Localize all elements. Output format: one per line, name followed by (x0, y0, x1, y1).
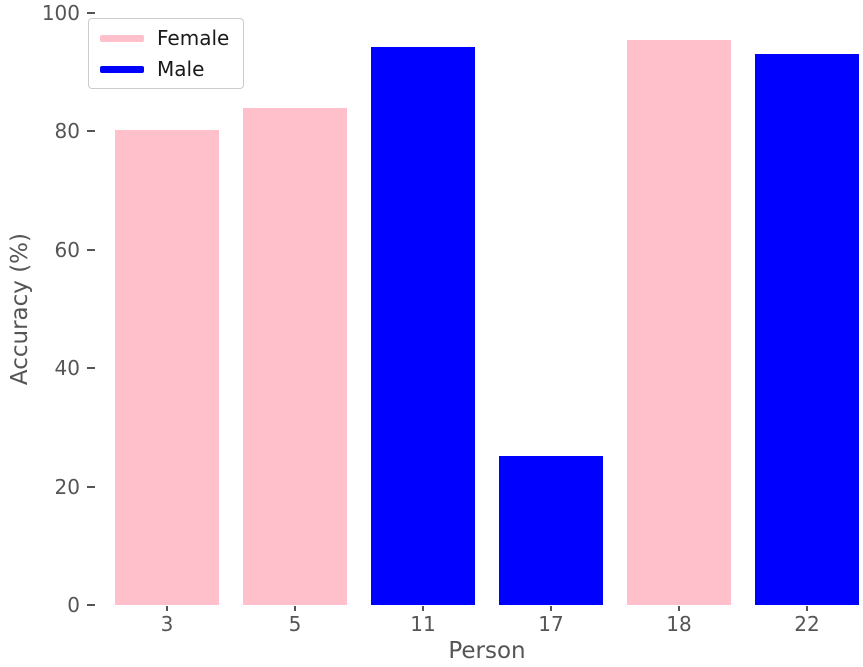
x-tick-label: 11 (410, 612, 436, 636)
bar-22 (755, 54, 859, 605)
x-tick-label: 18 (666, 612, 692, 636)
x-tick-label: 3 (160, 612, 174, 636)
x-tick-22: 22 (743, 606, 863, 634)
plot-area (103, 13, 863, 605)
legend-entry-male: Male (100, 59, 229, 79)
bar-slot-17 (487, 13, 615, 605)
bar-slot-22 (743, 13, 863, 605)
x-tick-mark (550, 606, 552, 611)
y-tick-label: 0 (67, 593, 80, 617)
y-tick-mark (87, 12, 95, 14)
y-tick-80: 80 (0, 121, 95, 141)
x-tick-label: 22 (794, 612, 820, 636)
x-tick-mark (678, 606, 680, 611)
x-axis-label: Person (448, 638, 526, 664)
legend-swatch-male (100, 65, 144, 73)
y-tick-label: 20 (54, 474, 80, 499)
x-tick-mark (166, 606, 168, 611)
y-tick-100: 100 (0, 3, 95, 23)
bar-slot-18 (615, 13, 743, 605)
x-tick-17: 17 (487, 606, 615, 634)
x-tick-3: 3 (103, 606, 231, 634)
legend-label: Male (157, 57, 205, 81)
bar-17 (499, 455, 603, 605)
y-tick-label: 40 (54, 356, 80, 381)
bar-slot-11 (359, 13, 487, 605)
legend: Female Male (88, 18, 245, 89)
y-tick-mark (87, 367, 95, 370)
x-axis-ticks: 3 5 11 17 18 22 (103, 606, 863, 634)
bar-slot-3 (103, 13, 231, 605)
x-tick-label: 17 (538, 612, 564, 636)
x-tick-mark (422, 606, 424, 611)
y-tick-mark (87, 130, 95, 133)
y-tick-label: 60 (54, 237, 80, 262)
y-tick-60: 60 (0, 240, 95, 260)
y-tick-20: 20 (0, 477, 95, 497)
y-tick-mark (87, 485, 95, 488)
x-tick-mark (806, 606, 808, 611)
y-tick-mark (87, 604, 95, 606)
x-tick-11: 11 (359, 606, 487, 634)
bar-18 (627, 40, 731, 605)
legend-label: Female (157, 26, 230, 50)
bar-slot-5 (231, 13, 359, 605)
bar-11 (371, 46, 475, 605)
x-tick-label: 5 (288, 612, 302, 636)
y-tick-40: 40 (0, 358, 95, 378)
x-tick-18: 18 (615, 606, 743, 634)
y-tick-mark (87, 248, 95, 251)
bar-3 (115, 129, 219, 605)
y-axis-label: Accuracy (%) (4, 13, 36, 605)
bars-container (103, 13, 863, 605)
y-tick-label: 100 (41, 1, 80, 25)
x-tick-mark (294, 606, 296, 611)
x-tick-5: 5 (231, 606, 359, 634)
y-tick-0: 0 (0, 595, 95, 615)
bar-5 (243, 108, 347, 605)
legend-swatch-female (100, 34, 144, 42)
y-tick-label: 80 (54, 119, 80, 144)
legend-entry-female: Female (100, 28, 229, 48)
